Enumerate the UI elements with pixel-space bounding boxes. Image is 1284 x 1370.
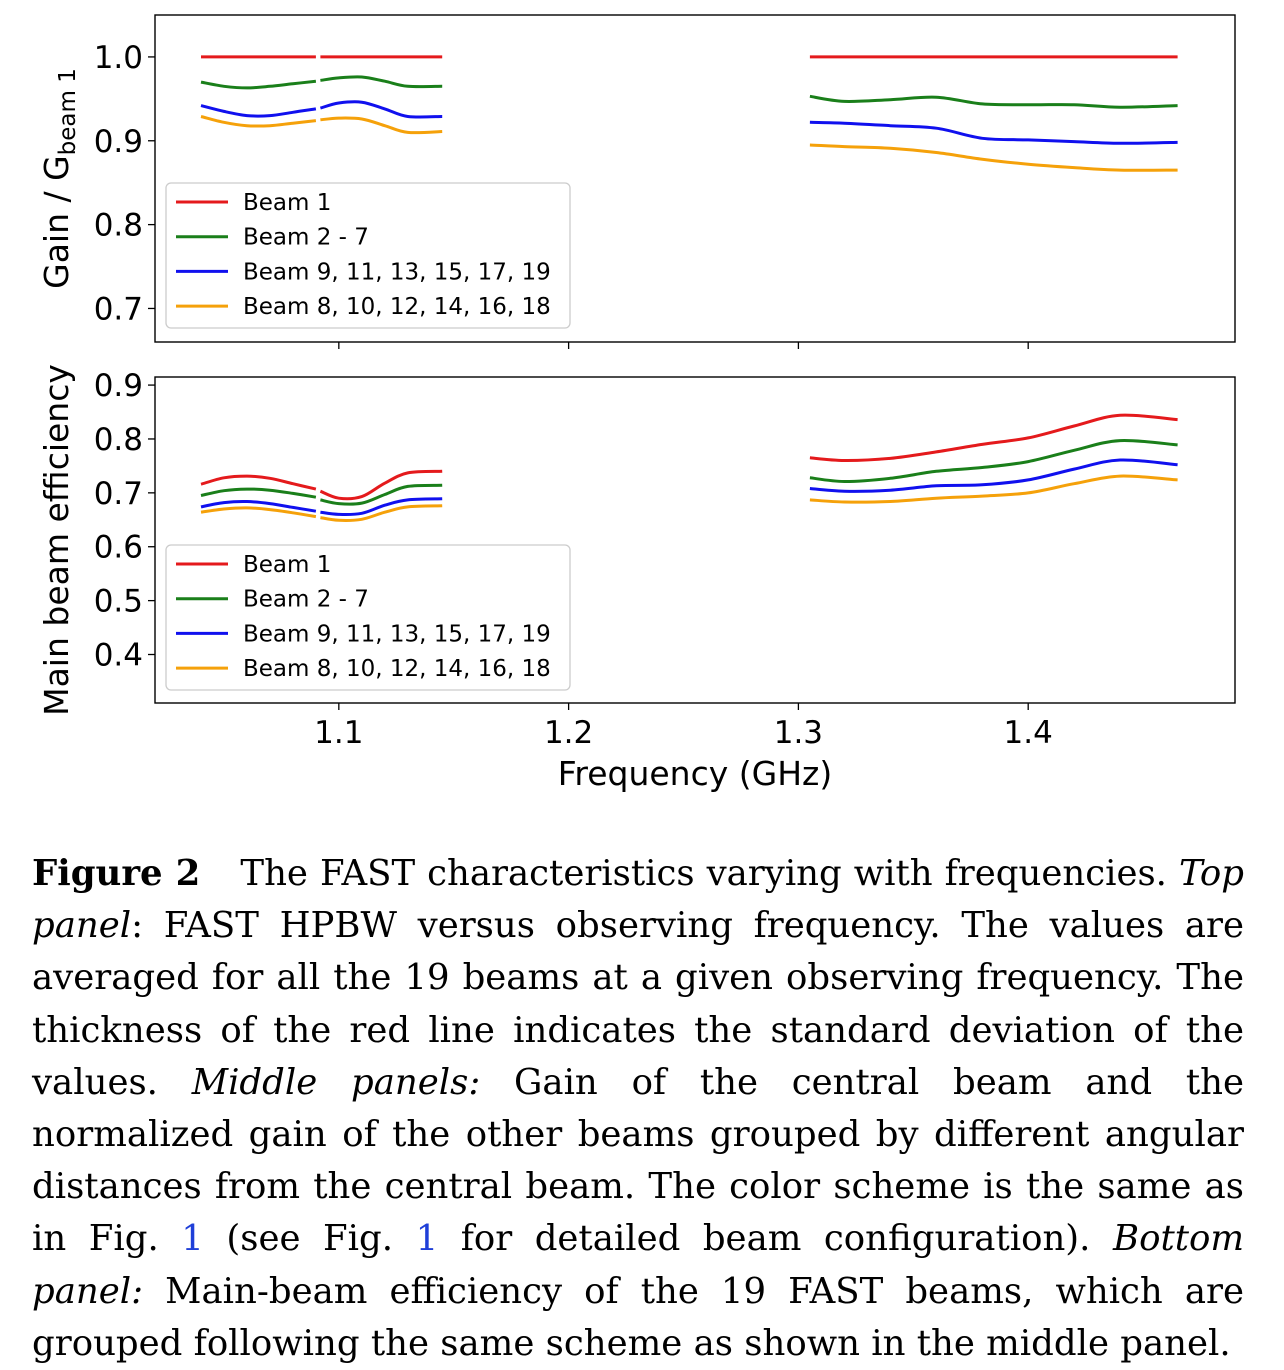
caption-text-5: for detailed beam configuration). (438, 1218, 1113, 1260)
legend-label: Beam 8, 10, 12, 14, 16, 18 (243, 656, 551, 682)
series-line (809, 458, 1178, 493)
caption-top-panel: Top panel (32, 853, 1244, 947)
caption-text-3: Gain of the central beam and the normali… (32, 1061, 1244, 1260)
series-line (200, 487, 317, 499)
series-line (809, 143, 1178, 172)
legend: Beam 1 Beam 2 - 7 Beam 9, 11, 13, 15, 17, … (165, 544, 571, 691)
legend-box (165, 182, 571, 329)
y-tick-label: 0.9 (94, 124, 143, 160)
x-tick-label: 1.2 (544, 715, 593, 751)
series-line (320, 75, 443, 89)
series-line (809, 94, 1178, 109)
y-axis-label: Main beam efficiency (37, 364, 76, 716)
series-line (809, 438, 1178, 484)
legend-label: Beam 9, 11, 13, 15, 17, 19 (243, 259, 551, 285)
caption-bottom-panel: Bottom panel: (32, 1218, 1245, 1312)
figure-caption: Figure 2 The FAST characteristics varying… (32, 848, 1244, 1370)
y-tick-label: 1.0 (94, 40, 143, 76)
legend: Beam 1 Beam 2 - 7 Beam 9, 11, 13, 15, 17, … (165, 182, 571, 329)
legend-label: Beam 2 - 7 (243, 587, 369, 613)
series-line (320, 497, 443, 517)
y-tick-label: 0.8 (94, 208, 143, 244)
plot-frame (154, 14, 1236, 343)
legend-label: Beam 1 (243, 552, 331, 578)
caption-text-4: (see Fig. (203, 1218, 416, 1260)
y-tick-label: 0.4 (94, 638, 143, 674)
series-line (320, 116, 443, 135)
series-line (809, 413, 1178, 463)
plot-frame (154, 376, 1236, 704)
x-axis-label: Frequency (GHz) (558, 754, 832, 793)
series-line (319, 100, 443, 119)
legend-label: Beam 1 (243, 190, 331, 216)
figure-reference-link[interactable]: 1 (415, 1218, 439, 1260)
x-tick-label: 1.4 (1004, 715, 1053, 751)
series-line (200, 104, 317, 118)
figure-chart: 0.7 0.8 0.9 1.0 Gain / Gbeam 1 Beam 1 Beam 2 -… (37, 14, 1236, 793)
series-line (200, 474, 317, 491)
series-line (200, 506, 317, 519)
series-line (200, 79, 317, 90)
series-line (200, 115, 317, 128)
legend-label: Beam 9, 11, 13, 15, 17, 19 (243, 621, 551, 647)
panel-top: 0.7 0.8 0.9 1.0 Gain / Gbeam 1 Beam 1 Beam 2 -… (37, 14, 1236, 349)
x-tick-label: 1.1 (314, 715, 363, 751)
figure-reference-link[interactable]: 1 (181, 1218, 204, 1260)
legend-label: Beam 8, 10, 12, 14, 16, 18 (243, 294, 551, 320)
caption-label: Figure 2 (32, 853, 201, 894)
y-tick-label: 0.6 (94, 530, 143, 566)
caption-text-2: : FAST HPBW versus observing frequency. … (32, 905, 1244, 1103)
y-tick-label: 0.7 (94, 476, 143, 512)
caption-text-6: Main-beam efficiency of the 19 FAST beam… (32, 1270, 1244, 1364)
y-tick-label: 0.7 (94, 291, 143, 327)
series-line (320, 483, 443, 506)
legend-label: Beam 2 - 7 (243, 225, 369, 251)
caption-text-1: The FAST characteristics varying with fr… (240, 853, 1179, 894)
series-line (319, 469, 443, 501)
y-tick-label: 0.9 (94, 368, 143, 404)
caption-middle-panels: Middle panels: (191, 1061, 481, 1103)
series-line (200, 499, 317, 513)
y-axis-label: Gain / Gbeam 1 (37, 68, 81, 289)
y-tick-label: 0.8 (94, 422, 143, 458)
legend-box (165, 544, 571, 691)
series-line (320, 504, 443, 522)
series-line (809, 474, 1178, 504)
panel-bottom: 0.4 0.5 0.6 0.7 0.8 0.9 1.1 1.2 1.3 1.4 Main beam … (37, 364, 1236, 751)
x-tick-label: 1.3 (774, 715, 823, 751)
series-line (809, 120, 1178, 145)
y-tick-label: 0.5 (94, 584, 143, 620)
